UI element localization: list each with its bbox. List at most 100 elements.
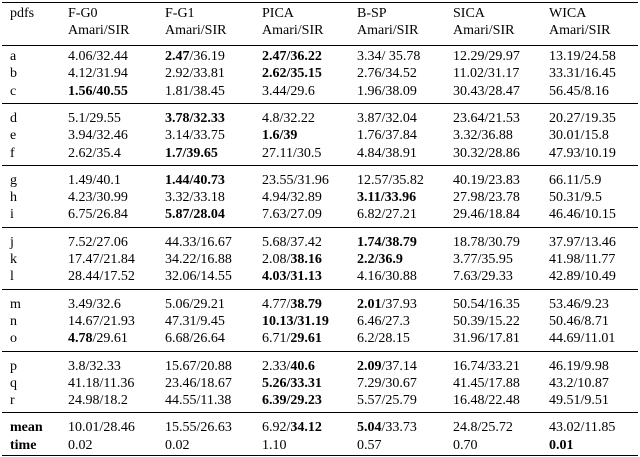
cell: 2.76/34.52 (357, 66, 417, 82)
cell: 16.48/22.48 (453, 393, 520, 409)
row-label: f (10, 145, 15, 161)
cell: 1.10 (262, 437, 287, 453)
cell: 50.54/16.35 (453, 296, 520, 312)
cell: 34.22/16.88 (165, 252, 232, 267)
column-name: F-G1 (165, 6, 195, 21)
row-label: time (10, 437, 37, 453)
cell: 4.03/31.13 (262, 269, 322, 285)
cell: 43.2/10.87 (549, 375, 609, 391)
cell: 5.87/28.04 (165, 207, 225, 223)
cell: 5.1/29.55 (68, 110, 121, 126)
cell: 2.47/36.22 (262, 49, 322, 64)
cell: 0.70 (453, 437, 478, 453)
cell: 30.01/15.8 (549, 128, 609, 144)
cell: 37.97/13.46 (549, 234, 616, 250)
cell: 10.01/28.46 (68, 420, 135, 436)
cell: 2.62/35.15 (262, 66, 322, 82)
cell: 4.06/32.44 (68, 49, 128, 64)
cell: 2.01/37.93 (357, 296, 417, 312)
row-label: e (10, 128, 17, 144)
cell: 15.55/26.63 (165, 420, 232, 436)
cell: 0.02 (68, 437, 93, 453)
cell: 40.19/23.83 (453, 172, 520, 188)
cell: 2.47/36.19 (165, 49, 225, 64)
cell: 47.93/10.19 (549, 145, 616, 161)
cell: 6.71/29.61 (262, 331, 322, 347)
cell: 33.31/16.45 (549, 66, 616, 82)
cell: 5.06/29.21 (165, 296, 225, 312)
cell: 4.77/38.79 (262, 296, 322, 312)
cell: 46.19/9.98 (549, 358, 609, 374)
cell: 1.7/39.65 (165, 145, 218, 161)
column-name: PICA (262, 6, 294, 21)
cell: 1.56/40.55 (68, 83, 128, 99)
cell: 44.55/11.38 (165, 393, 232, 409)
cell: 43.02/11.85 (549, 420, 616, 436)
header-label: pdfs (10, 6, 35, 21)
cell: 49.51/9.51 (549, 393, 609, 409)
row-label: mean (10, 420, 43, 436)
cell: 46.46/10.15 (549, 207, 616, 223)
cell: 5.68/37.42 (262, 234, 322, 250)
cell: 4.12/31.94 (68, 66, 128, 82)
cell: 5.57/25.79 (357, 393, 417, 409)
cell: 24.8/25.72 (453, 420, 513, 436)
row-label: q (10, 375, 17, 391)
row-label: p (10, 358, 17, 374)
cell: 3.94/32.46 (68, 128, 128, 144)
cell: 10.13/31.19 (262, 313, 329, 329)
rule (2, 350, 638, 352)
row-label: k (10, 252, 17, 267)
cell: 6.46/27.3 (357, 313, 410, 329)
cell: 2.62/35.4 (68, 145, 121, 161)
rule (2, 102, 638, 104)
cell: 50.39/15.22 (453, 313, 520, 329)
cell: 3.78/32.33 (165, 110, 225, 126)
cell: 42.89/10.49 (549, 269, 616, 285)
cell: 3.34/ 35.78 (357, 49, 421, 64)
cell: 41.98/11.77 (549, 252, 616, 267)
row-label: j (10, 234, 14, 250)
row-label: l (10, 269, 14, 285)
cell: 6.92/34.12 (262, 420, 322, 436)
cell: 24.98/18.2 (68, 393, 128, 409)
cell: 2.2/36.9 (357, 252, 403, 267)
cell: 3.8/32.33 (68, 358, 121, 374)
column-subheader: Amari/SIR (357, 23, 419, 38)
cell: 3.77/35.95 (453, 252, 513, 267)
cell: 6.82/27.21 (357, 207, 417, 223)
cell: 27.11/30.5 (262, 145, 322, 161)
cell: 5.26/33.31 (262, 375, 322, 391)
cell: 50.31/9.5 (549, 190, 602, 206)
cell: 31.96/17.81 (453, 331, 520, 347)
cell: 12.29/29.97 (453, 49, 520, 64)
row-label: b (10, 66, 17, 82)
row-label: r (10, 393, 15, 409)
cell: 3.11/33.96 (357, 190, 417, 206)
cell: 4.16/30.88 (357, 269, 417, 285)
cell: 20.27/19.35 (549, 110, 616, 126)
cell: 0.02 (165, 437, 190, 453)
cell: 56.45/8.16 (549, 83, 609, 99)
cell: 2.92/33.81 (165, 66, 225, 82)
cell: 4.8/32.22 (262, 110, 315, 126)
row-label: a (10, 49, 17, 64)
row-label: d (10, 110, 17, 126)
cell: 4.84/38.91 (357, 145, 417, 161)
cell: 16.74/33.21 (453, 358, 520, 374)
cell: 1.96/38.09 (357, 83, 417, 99)
column-subheader: Amari/SIR (165, 23, 227, 38)
cell: 7.63/29.33 (453, 269, 513, 285)
cell: 3.49/32.6 (68, 296, 121, 312)
cell: 15.67/20.88 (165, 358, 232, 374)
cell: 50.46/8.71 (549, 313, 609, 329)
cell: 6.68/26.64 (165, 331, 225, 347)
cell: 3.32/33.18 (165, 190, 225, 206)
cell: 1.76/37.84 (357, 128, 417, 144)
rule (2, 45, 638, 46)
column-name: SICA (453, 6, 485, 21)
cell: 3.32/36.88 (453, 128, 513, 144)
cell: 27.98/23.78 (453, 190, 520, 206)
rule (2, 455, 638, 456)
